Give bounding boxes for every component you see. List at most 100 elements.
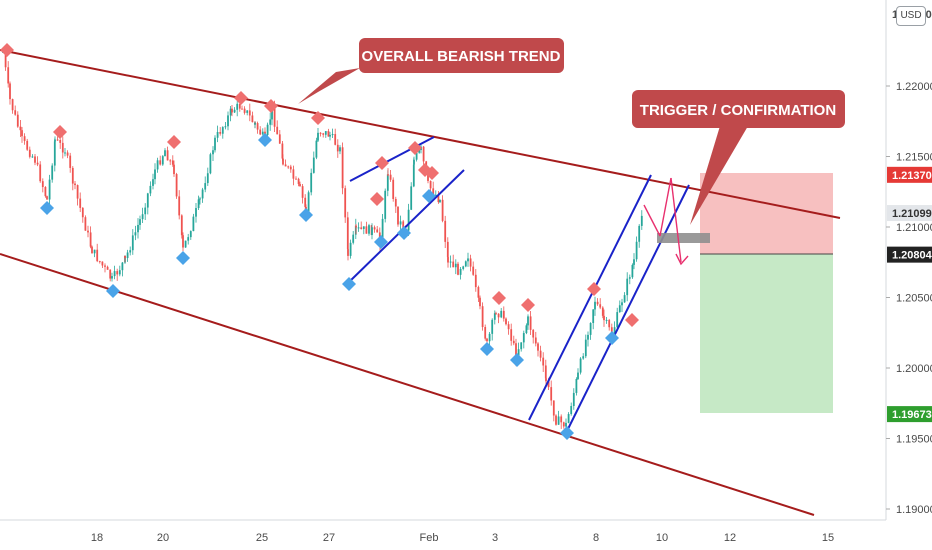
candle [439, 199, 441, 203]
candle [51, 163, 54, 183]
candle [357, 222, 360, 232]
candle [626, 272, 629, 302]
price-tag-label: 1.19673 [892, 409, 932, 421]
candle [113, 265, 116, 280]
candle [26, 138, 29, 151]
candle [550, 380, 553, 406]
candle [500, 307, 503, 319]
candle [209, 152, 212, 175]
candle [189, 230, 192, 240]
wedge-upper-line [349, 136, 435, 182]
candle [126, 249, 129, 262]
candle [169, 159, 172, 166]
candle [486, 337, 488, 343]
candle [349, 239, 352, 259]
swing-marker [342, 277, 356, 291]
candle [137, 218, 139, 239]
candle [266, 122, 269, 139]
x-tick-label: 20 [157, 532, 169, 544]
swing-marker [234, 91, 248, 105]
swing-marker [299, 208, 313, 222]
candle [434, 190, 437, 196]
swing-marker [0, 43, 14, 57]
candle [269, 112, 272, 131]
swing-marker [408, 141, 422, 155]
candle [297, 177, 300, 187]
candle [106, 265, 109, 270]
candle [216, 125, 219, 143]
candle [472, 261, 475, 276]
candle [502, 306, 505, 322]
swing-marker [587, 282, 601, 296]
candle [570, 402, 573, 416]
candle [69, 152, 72, 173]
candle [331, 128, 334, 138]
candle [299, 181, 301, 187]
candle [469, 254, 472, 272]
candle [623, 292, 626, 303]
swing-marker [422, 189, 436, 203]
candle [537, 342, 539, 357]
price-tag: 1.20804 [887, 246, 932, 263]
candle [28, 146, 31, 159]
swing-marker [397, 226, 411, 240]
candle [596, 298, 599, 306]
y-tick-label: 1.21500 [896, 152, 932, 164]
candle [488, 331, 491, 346]
candle [572, 388, 575, 410]
candle [532, 328, 535, 344]
trigger-callout: TRIGGER / CONFIRMATION [632, 90, 845, 225]
trend-lines [0, 49, 841, 516]
swing-marker [370, 192, 384, 206]
candle [276, 120, 279, 135]
candle [91, 245, 93, 254]
candle [527, 314, 529, 330]
candle [134, 225, 137, 241]
candle [601, 306, 604, 319]
y-tick-label: 1.21000 [896, 222, 932, 234]
candle [173, 160, 175, 177]
swing-marker [40, 201, 54, 215]
candle [109, 269, 112, 282]
candle [542, 352, 545, 372]
candle [373, 225, 376, 233]
candle [352, 231, 355, 245]
candle [287, 165, 290, 169]
candle [292, 165, 295, 186]
candle [64, 147, 66, 157]
price-tag: 1.21370 [887, 166, 932, 183]
candle [98, 260, 101, 264]
candle [71, 166, 74, 191]
candle [394, 196, 397, 213]
candle [575, 377, 578, 396]
candle [14, 105, 17, 116]
candle [243, 106, 246, 115]
candle [66, 150, 69, 159]
candle [329, 131, 331, 141]
candle [447, 250, 449, 268]
candle [111, 272, 113, 282]
candle [246, 110, 249, 116]
candle [413, 156, 415, 168]
candle [152, 173, 154, 190]
candle [154, 163, 156, 185]
candle [315, 137, 318, 160]
candle [376, 225, 379, 233]
candle [221, 126, 224, 139]
candle [81, 207, 84, 223]
candle [74, 181, 76, 190]
candle [233, 107, 236, 114]
candle [61, 136, 64, 159]
candle [16, 111, 19, 128]
candle [282, 154, 284, 166]
currency-badge[interactable]: USD [896, 6, 926, 26]
candle [219, 127, 222, 136]
stop-loss-zone [700, 173, 833, 254]
x-axis: 18 20 25 27 Feb 3 8 10 12 15 [91, 532, 834, 544]
candle [587, 331, 589, 347]
price-tag: 1.19673 [887, 406, 932, 423]
candle [301, 183, 304, 204]
rising-channel-left-line [528, 174, 652, 421]
candle [605, 317, 608, 324]
x-tick-label: 15 [822, 532, 834, 544]
